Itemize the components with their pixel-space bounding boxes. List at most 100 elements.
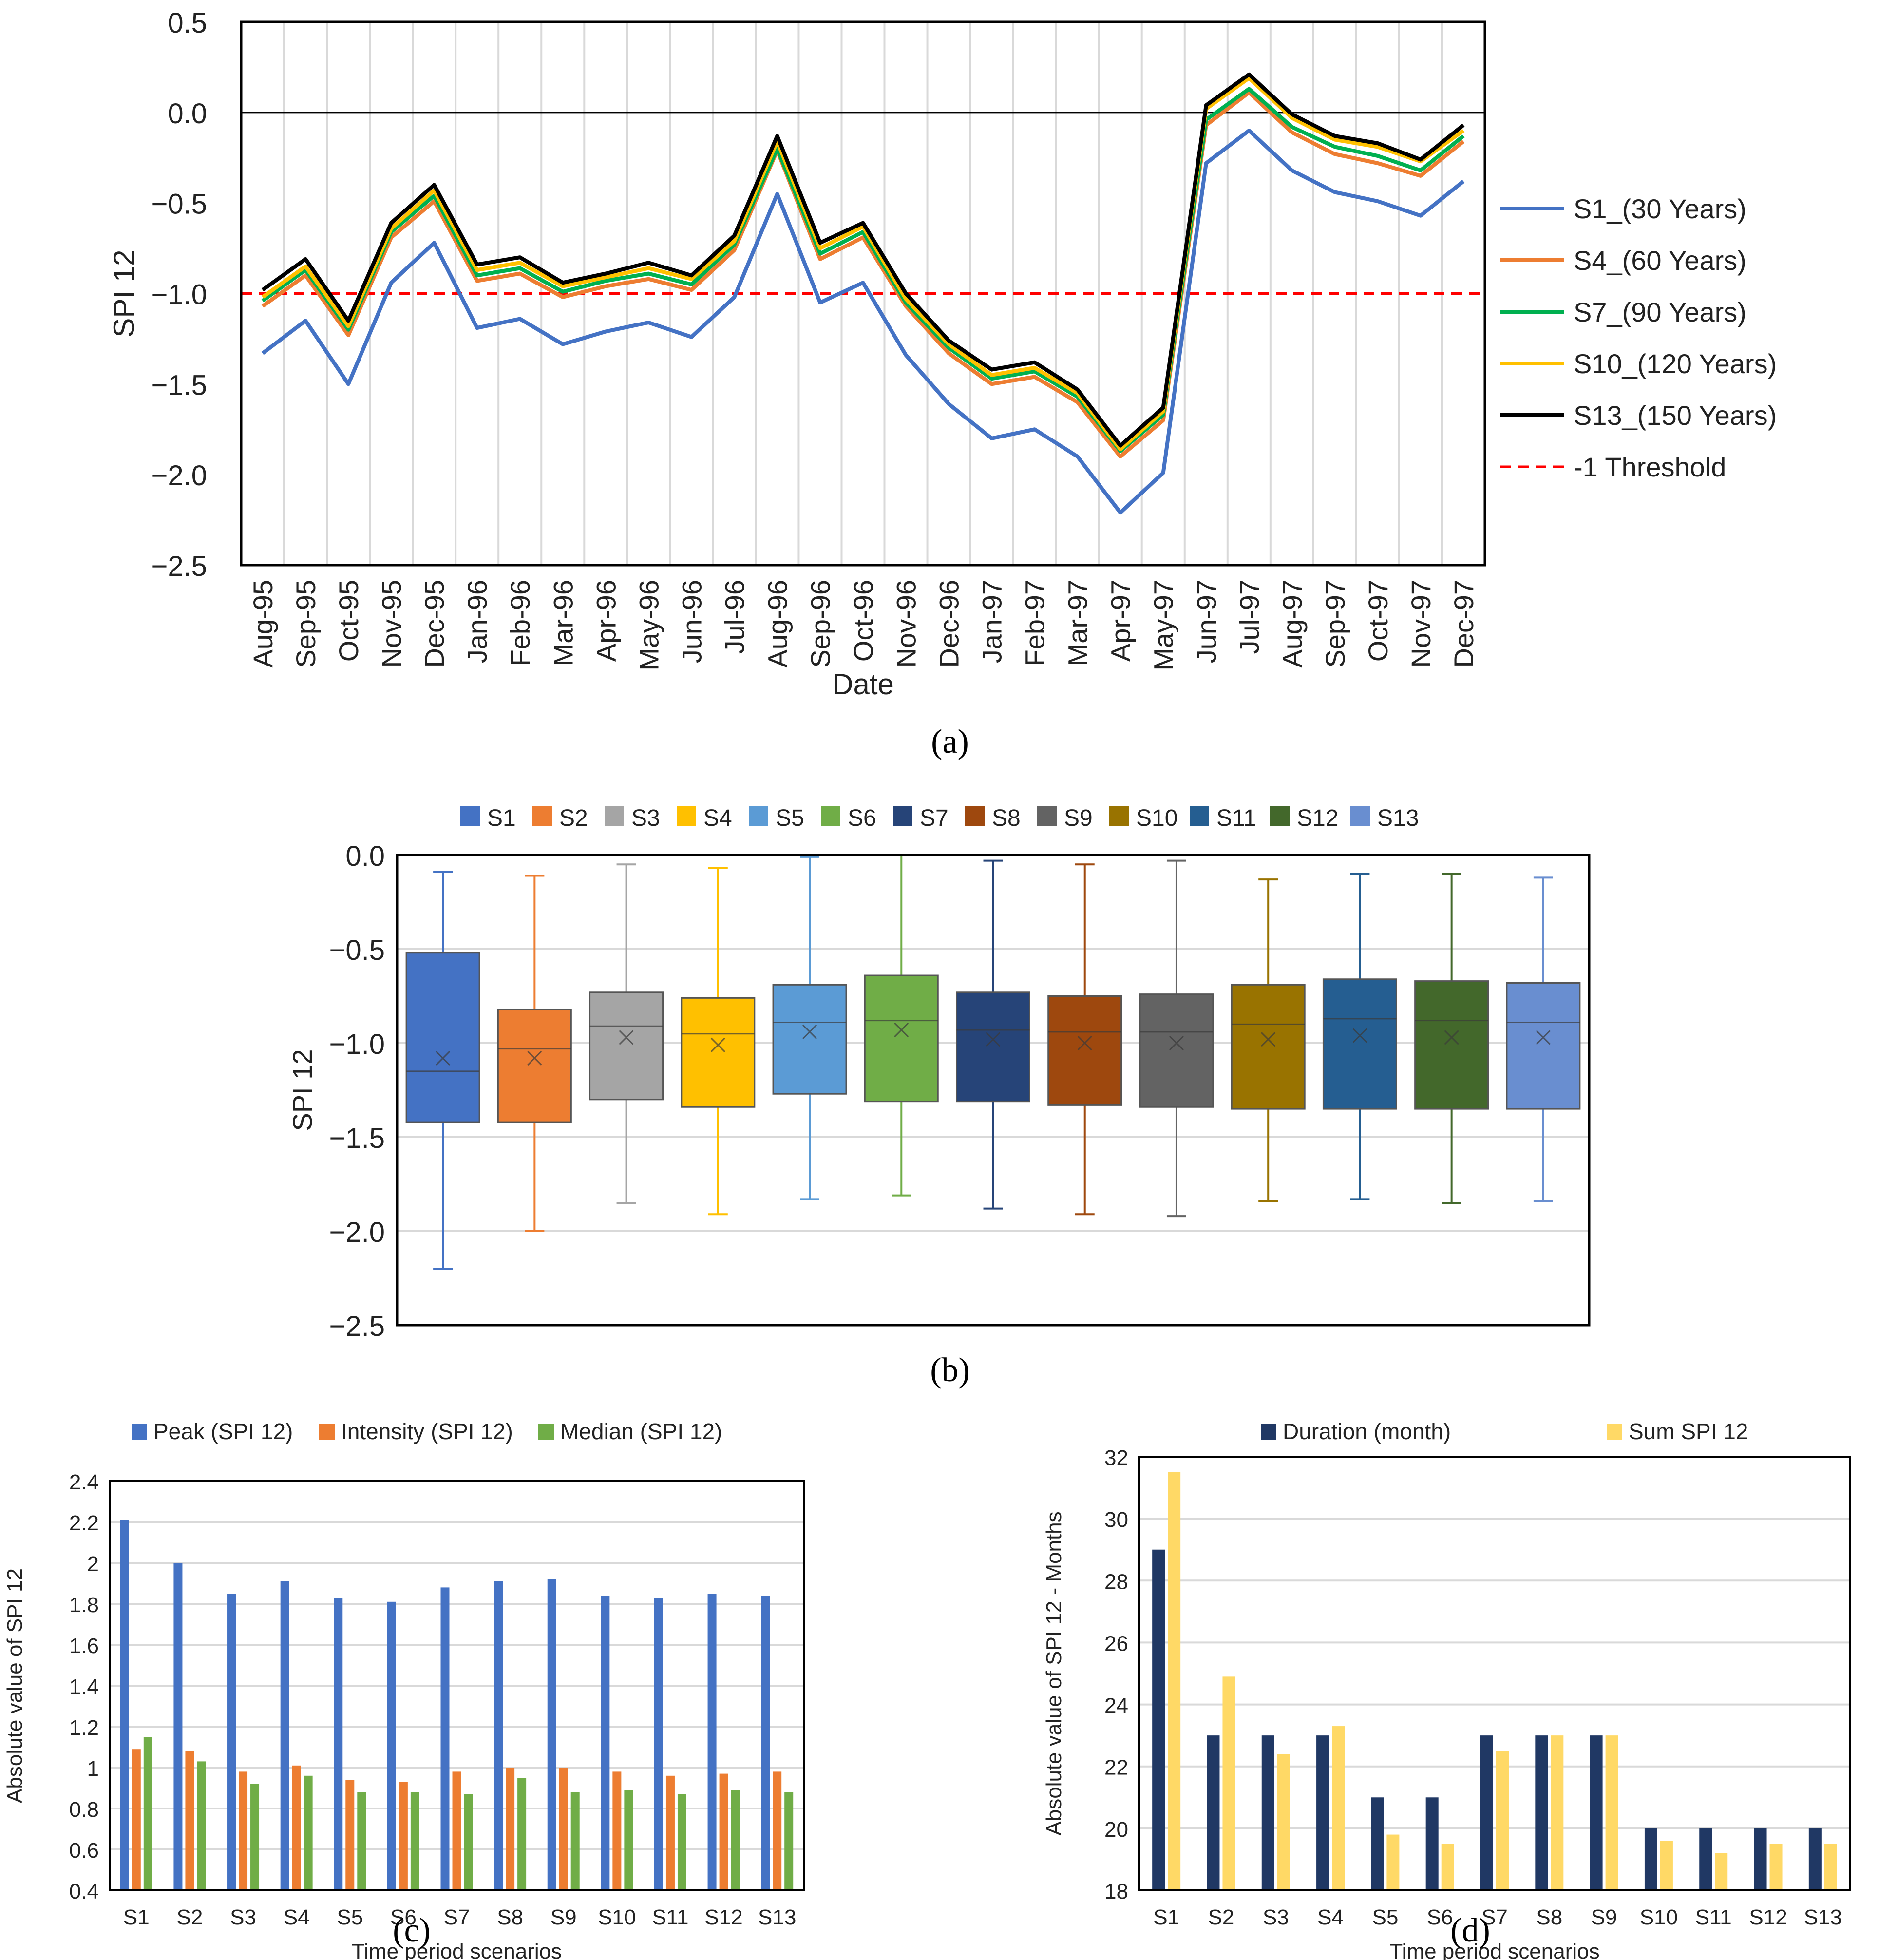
- legend-label: -1 Threshold: [1574, 452, 1726, 482]
- mean-marker: [1536, 1030, 1551, 1045]
- bar-S7-1: [440, 1587, 450, 1890]
- bar-S3-3: [250, 1784, 260, 1890]
- x-tick-label: Jun-97: [1191, 580, 1222, 663]
- x-tick-label: S13: [1804, 1905, 1842, 1929]
- x-tick-label: Dec-95: [419, 580, 450, 668]
- x-tick-label: S7: [444, 1905, 470, 1929]
- legend-swatch: [319, 1424, 335, 1440]
- box-S6: [864, 974, 939, 1103]
- x-tick-label: Feb-97: [1020, 580, 1050, 666]
- panel-label-a: (a): [931, 723, 969, 761]
- bar-S5-2: [1386, 1834, 1400, 1890]
- bar-S13-3: [784, 1792, 794, 1890]
- bar-S6-3: [410, 1792, 419, 1890]
- y-axis-title: Absolute value of SPI 12 - Months: [1042, 1511, 1066, 1835]
- bar-S6-2: [1441, 1844, 1454, 1890]
- bar-S11-2: [1715, 1853, 1728, 1890]
- x-tick-label: Nov-95: [376, 580, 407, 668]
- x-tick-label: S3: [1263, 1905, 1289, 1929]
- box-S3: [589, 991, 664, 1101]
- mean-marker: [710, 1037, 725, 1052]
- x-tick-label: S11: [652, 1905, 688, 1929]
- legend-label: S6: [848, 805, 876, 831]
- bar-S4-1: [1316, 1735, 1329, 1890]
- bar-S12-3: [731, 1790, 740, 1890]
- bar-S10-2: [1660, 1841, 1673, 1890]
- bar-S13-1: [761, 1596, 770, 1890]
- bar-S3-1: [227, 1594, 236, 1890]
- y-tick-label: −0.5: [329, 934, 385, 966]
- y-tick-label: 1.6: [69, 1634, 99, 1658]
- box-S2: [497, 1009, 572, 1123]
- bar-S9-3: [570, 1792, 580, 1890]
- legend-label: S1_(30 Years): [1574, 193, 1746, 224]
- bar-S4-1: [280, 1581, 289, 1890]
- mean-marker: [894, 1022, 909, 1038]
- legend-label: S7_(90 Years): [1574, 297, 1746, 327]
- x-tick-label: S11: [1695, 1905, 1732, 1929]
- legend-label: S4_(60 Years): [1574, 245, 1746, 276]
- x-axis-title: Time period scenarios: [352, 1940, 562, 1960]
- bar-S11-3: [677, 1794, 686, 1890]
- bar-S7-3: [464, 1794, 473, 1890]
- legend-label: Duration (month): [1283, 1419, 1451, 1444]
- legend-swatch: [677, 806, 696, 826]
- bar-S12-2: [719, 1773, 728, 1890]
- legend-label: S1: [487, 805, 516, 831]
- y-tick-label: −2.5: [329, 1311, 385, 1342]
- legend-swatch: [893, 806, 912, 826]
- x-tick-label: Dec-96: [934, 580, 965, 668]
- box-S12: [1414, 980, 1489, 1110]
- y-tick-label: 0.8: [69, 1798, 99, 1822]
- x-tick-label: S6: [1427, 1905, 1453, 1929]
- y-tick-label: 2.4: [69, 1470, 99, 1494]
- box-S8: [1047, 995, 1122, 1106]
- y-axis-title: SPI 12: [108, 249, 140, 337]
- x-tick-label: S13: [758, 1905, 796, 1929]
- box-S1: [405, 952, 480, 1123]
- y-tick-label: −2.0: [152, 460, 208, 492]
- legend-swatch: [1607, 1424, 1622, 1440]
- bar-S5-3: [357, 1792, 366, 1890]
- y-tick-label: 0.5: [168, 7, 207, 39]
- x-tick-label: S3: [230, 1905, 256, 1929]
- bar-S8-3: [517, 1778, 527, 1890]
- x-tick-label: S8: [497, 1905, 523, 1929]
- y-tick-label: 2.2: [69, 1511, 99, 1535]
- mean-marker: [1261, 1032, 1276, 1047]
- bar-S10-1: [601, 1596, 610, 1890]
- legend-swatch: [132, 1424, 147, 1440]
- x-axis-title: Time period scenarios: [1389, 1940, 1599, 1960]
- x-tick-label: S4: [284, 1905, 310, 1929]
- x-tick-label: S9: [1591, 1905, 1617, 1929]
- legend-swatch: [821, 806, 840, 826]
- x-tick-label: S2: [177, 1905, 203, 1929]
- y-tick-label: −2.0: [329, 1217, 385, 1248]
- bar-S6-2: [399, 1782, 408, 1890]
- plot-frame: [240, 20, 1486, 567]
- legend-label: S10_(120 Years): [1574, 348, 1777, 379]
- legend-swatch: [749, 806, 768, 826]
- y-tick-label: −1.0: [329, 1028, 385, 1060]
- y-axis-title: SPI 12: [287, 1049, 318, 1131]
- bar-S13-1: [1808, 1828, 1822, 1890]
- x-tick-label: Jan-97: [977, 580, 1007, 663]
- x-tick-label: S2: [1208, 1905, 1234, 1929]
- bar-S3-2: [239, 1771, 248, 1890]
- box-S13: [1506, 982, 1581, 1110]
- bar-S6-1: [1425, 1797, 1439, 1890]
- y-tick-label: 1: [87, 1757, 99, 1781]
- legend-swatch: [460, 806, 480, 826]
- bar-S7-1: [1480, 1735, 1493, 1890]
- legend-label: S12: [1297, 805, 1338, 831]
- x-tick-label: Sep-95: [290, 580, 321, 668]
- mean-marker: [436, 1050, 451, 1066]
- x-tick-label: Oct-97: [1363, 580, 1393, 662]
- bar-S13-2: [1824, 1844, 1837, 1890]
- legend-swatch: [1350, 806, 1370, 826]
- legend-swatch: [1190, 806, 1209, 826]
- y-tick-label: 0.0: [168, 98, 207, 130]
- bar-S7-2: [1496, 1751, 1509, 1890]
- bar-S4-3: [304, 1775, 313, 1890]
- y-tick-label: −1.5: [152, 369, 208, 401]
